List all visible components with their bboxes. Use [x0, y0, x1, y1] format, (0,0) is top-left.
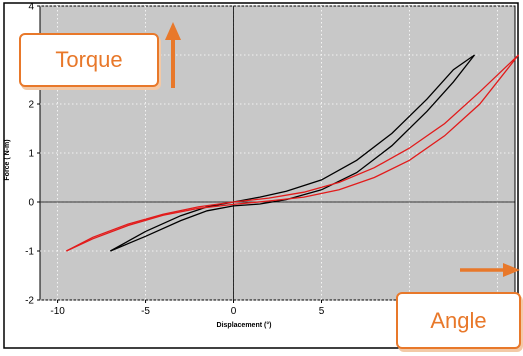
y-tick-label: -2: [25, 296, 34, 307]
angle-arrow-icon: [460, 263, 520, 277]
torque-arrow-icon: [165, 22, 181, 88]
series-2-unloading-line: [66, 54, 520, 252]
series-1-loading-line: [110, 54, 475, 252]
x-tick-label: -5: [141, 306, 150, 317]
x-tick-label: 5: [319, 306, 325, 317]
figure-frame: [3, 2, 519, 349]
torque-callout: Torque: [19, 33, 159, 87]
curves: [66, 54, 520, 252]
x-tick-label: 0: [231, 306, 237, 317]
y-tick-label: 0: [28, 198, 34, 209]
y-tick-label: 2: [28, 100, 34, 111]
y-tick-label: 1: [28, 149, 34, 160]
x-tick-label: -10: [50, 306, 65, 317]
y-tick-label: 4: [28, 2, 34, 13]
torque-callout-text: Torque: [55, 47, 123, 72]
angle-callout: Angle: [396, 292, 521, 349]
x-axis-label: Displacement (°): [217, 321, 272, 329]
y-axis-label: Force ( N-m): [4, 139, 11, 180]
series-2-loading-line: [66, 54, 519, 252]
series-2: [66, 54, 520, 252]
y-tick-label: -1: [25, 247, 34, 258]
angle-callout-text: Angle: [430, 307, 487, 333]
zero-axes: [40, 6, 515, 300]
